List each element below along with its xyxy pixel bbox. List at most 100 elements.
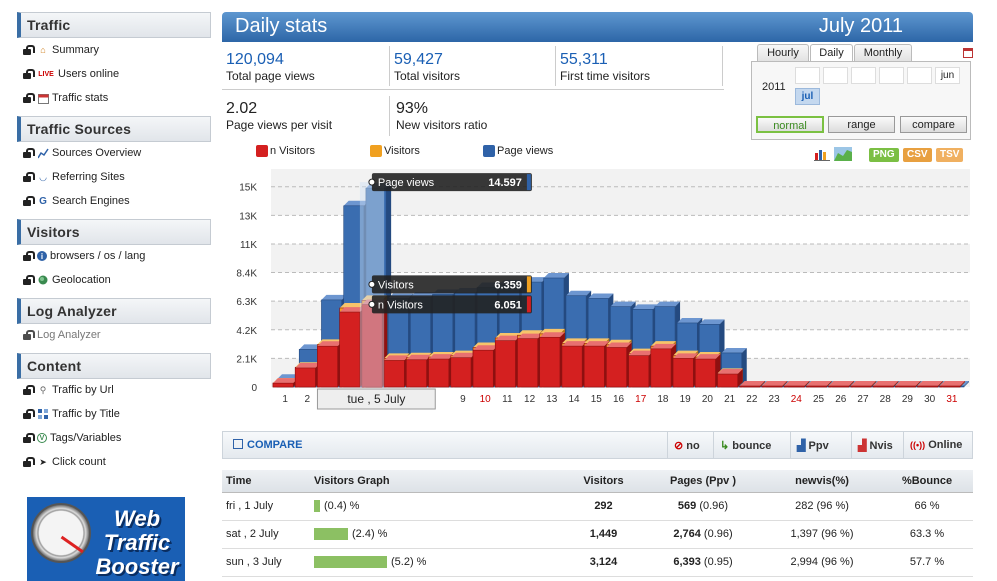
sidebar-item-users-online[interactable]: LIVE Users online [22, 64, 119, 84]
lock-icon [22, 433, 35, 443]
compare-option-no[interactable]: ⊘ no [667, 432, 706, 458]
cell-ppv: (0.96) [699, 500, 729, 512]
bar-new-visitors-top [450, 352, 477, 358]
month-cell[interactable] [907, 67, 932, 84]
cell-ppv: (0.96) [703, 528, 733, 540]
cell-graph: (2.4) % [310, 520, 564, 549]
bar-visitors-top [339, 302, 365, 308]
bar-page-views-top [588, 293, 614, 299]
sidebar-item-label: Traffic stats [52, 92, 109, 104]
tooltip-swatch [526, 296, 531, 313]
mode-range-button[interactable]: range [828, 116, 895, 133]
legend-new-visitors[interactable]: n Visitors [256, 145, 315, 157]
month-cell[interactable] [795, 67, 820, 84]
web-traffic-booster-banner[interactable]: Web Traffic Booster [27, 497, 185, 581]
compare-option-label: Online [928, 439, 963, 451]
sidebar-item-traffic-stats[interactable]: Traffic stats [22, 88, 108, 108]
compare-option-label: Ppv [808, 440, 829, 452]
tab-hourly[interactable]: Hourly [757, 44, 809, 61]
stat-label: First time visitors [560, 69, 650, 83]
bar-new-visitors [494, 340, 516, 388]
sidebar-item-geolocation[interactable]: Geolocation [22, 270, 111, 290]
sidebar-item-summary[interactable]: ⌂ Summary [22, 40, 99, 60]
bar-page-views-top [721, 347, 747, 353]
sidebar-item-log-analyzer[interactable]: Log Analyzer [22, 325, 101, 345]
legend-visitors[interactable]: Visitors [370, 145, 420, 157]
compare-option-ppv[interactable]: ▟ Ppv [790, 432, 835, 458]
page-title: Daily stats [235, 15, 328, 37]
bar-new-visitors-side [915, 381, 921, 387]
home-icon: ⌂ [40, 45, 46, 55]
sidebar-item-browsers[interactable]: i browsers / os / lang [22, 246, 145, 266]
month-cell[interactable] [823, 67, 848, 84]
export-csv-button[interactable]: CSV [903, 148, 932, 162]
table-row[interactable]: sun , 3 July (5.2) % 3,124 6,393 (0.95) 2,99… [222, 548, 973, 577]
mode-normal-button[interactable]: normal [756, 116, 824, 133]
tooltip-box [371, 173, 532, 192]
compare-option-nvis[interactable]: ▟ Nvis [851, 432, 899, 458]
table-row[interactable]: sat , 2 July (2.4) % 1,449 2,764 (0.96) 1,39… [222, 520, 973, 549]
sidebar-item-label: Log Analyzer [37, 329, 101, 341]
compare-title[interactable]: COMPARE [247, 439, 303, 451]
sidebar-item-traffic-by-url[interactable]: ⚲ Traffic by Url [22, 380, 114, 400]
cell-newvis: 282 (96 %) [763, 492, 881, 521]
compare-option-bounce[interactable]: ↳ bounce [713, 432, 777, 458]
sidebar-item-search-engines[interactable]: G Search Engines [22, 191, 130, 211]
bar-new-visitors [650, 348, 672, 388]
gauge-icon [31, 503, 91, 563]
bar-new-visitors-top [695, 354, 721, 360]
bar-chart-type-icon[interactable] [814, 147, 830, 161]
y-tick-label: 4.2K [236, 326, 257, 337]
sidebar-item-traffic-by-title[interactable]: Traffic by Title [22, 404, 120, 424]
bar-new-visitors [406, 359, 427, 388]
col-pages[interactable]: Pages (Ppv ) [643, 470, 763, 493]
bar-new-visitors-side [737, 369, 743, 387]
bar-new-visitors [383, 360, 405, 388]
tooltip-series-label: n Visitors [378, 299, 424, 311]
col-visitors-graph[interactable]: Visitors Graph [310, 470, 564, 493]
lock-icon [22, 275, 35, 285]
month-cell[interactable] [879, 67, 904, 84]
bar-new-visitors-side [848, 381, 854, 387]
mode-compare-button[interactable]: compare [900, 116, 967, 133]
sidebar-item-referring-sites[interactable]: ◡ Referring Sites [22, 167, 125, 187]
bar-new-visitors-top [606, 342, 632, 348]
calendar-icon [37, 92, 49, 104]
sidebar-item-tags[interactable]: V Tags/Variables [22, 428, 121, 448]
col-time[interactable]: Time [222, 470, 310, 493]
col-bounce[interactable]: %Bounce [881, 470, 973, 493]
x-tick-label: 2 [305, 394, 311, 405]
bar-new-visitors [828, 385, 850, 388]
url-icon: ⚲ [39, 384, 47, 395]
tab-daily[interactable]: Daily [810, 44, 853, 62]
sidebar-item-label: browsers / os / lang [50, 250, 146, 262]
sidebar-item-click-count[interactable]: ➤ Click count [22, 452, 106, 472]
legend-page-views[interactable]: Page views [483, 145, 553, 157]
area-chart-type-icon[interactable] [834, 147, 852, 161]
col-newvis[interactable]: newvis(%) [763, 470, 881, 493]
x-tick-label: 11 [502, 394, 513, 405]
sidebar-item-label: Traffic by Title [52, 408, 120, 420]
month-cell-jun[interactable]: jun [935, 67, 960, 84]
bar-new-visitors [694, 358, 716, 388]
tab-monthly[interactable]: Monthly [854, 44, 912, 61]
compare-option-online[interactable]: ((•)) Online [903, 432, 968, 458]
month-cell-jul[interactable]: jul [795, 88, 820, 105]
tag-icon: V [37, 433, 47, 443]
bar-page-views-top [699, 319, 725, 325]
calendar-icon[interactable] [963, 48, 973, 58]
bar-new-visitors [895, 385, 916, 388]
month-cell[interactable] [851, 67, 876, 84]
export-tsv-button[interactable]: TSV [936, 148, 964, 162]
bar-new-visitors-top [828, 381, 854, 386]
bar-new-visitors [606, 347, 627, 388]
col-visitors[interactable]: Visitors [564, 470, 643, 493]
x-tick-label: 20 [702, 394, 714, 405]
table-row[interactable]: fri , 1 July (0.4) % 292 569 (0.96) 282 (96 … [222, 492, 973, 521]
cell-visitors: 3,124 [564, 548, 643, 577]
bar-new-visitors-side [804, 381, 810, 387]
cell-pct: (5.2) % [391, 555, 427, 568]
export-png-button[interactable]: PNG [869, 148, 899, 162]
sidebar-item-sources-overview[interactable]: Sources Overview [22, 143, 141, 163]
